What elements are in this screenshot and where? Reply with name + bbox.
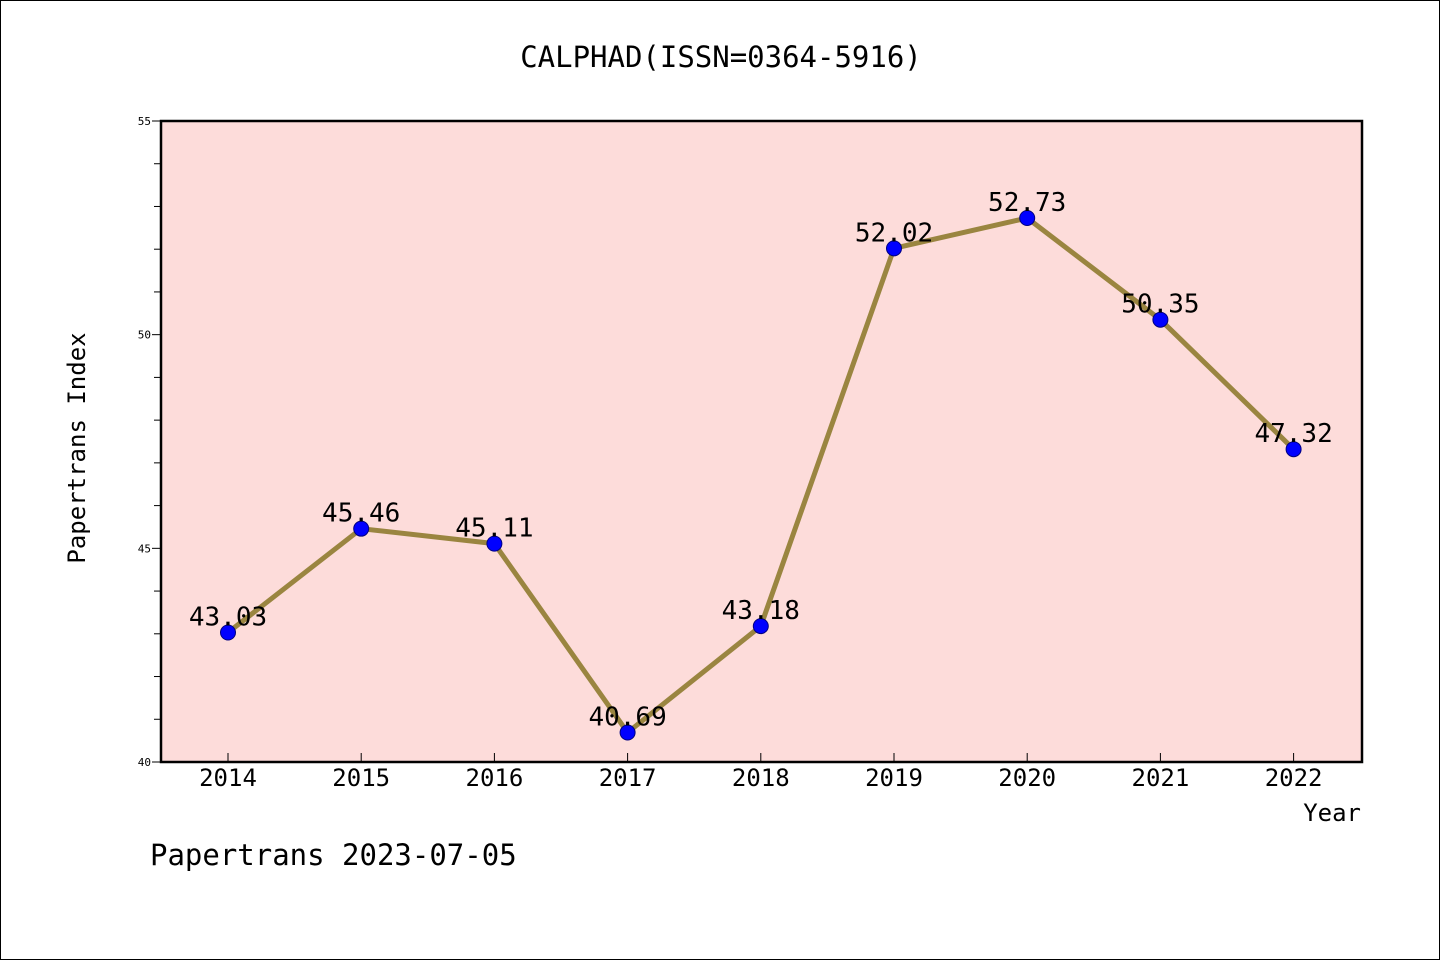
x-tick-label-2020: 2020 xyxy=(998,764,1056,792)
data-label-2014: 43.03 xyxy=(189,603,267,633)
data-point-2022 xyxy=(1285,441,1302,458)
data-point-2014 xyxy=(220,624,236,641)
data-point-2015 xyxy=(353,520,370,537)
footer-date-text: Papertrans 2023-07-05 xyxy=(150,838,517,872)
data-point-2020 xyxy=(1019,210,1036,227)
x-tick-label-2018: 2018 xyxy=(732,764,790,792)
data-labels: 43.03 45.46 45.11 40.69 43.18 52.02 52.73 50.35… xyxy=(189,188,1333,733)
y-axis: 40 45 50 55 xyxy=(138,115,161,769)
y-tick-label-40: 40 xyxy=(138,756,151,769)
x-tick-label-2017: 2017 xyxy=(599,764,657,792)
data-point-2016 xyxy=(486,535,503,552)
data-label-2021: 50.35 xyxy=(1121,290,1199,320)
y-tick-label-55: 55 xyxy=(138,115,151,128)
data-label-2019: 52.02 xyxy=(855,218,933,248)
x-axis: 2014 2015 2016 2017 2018 2019 2020 2021 2022 xyxy=(199,753,1322,792)
chart-title: CALPHAD(ISSN=0364-5916) xyxy=(520,40,922,74)
data-label-2016: 45.11 xyxy=(455,514,533,544)
x-tick-label-2016: 2016 xyxy=(466,764,524,792)
x-axis-title: Year xyxy=(1303,799,1361,827)
x-tick-label-2014: 2014 xyxy=(199,764,257,792)
data-label-2022: 47.32 xyxy=(1254,419,1332,449)
y-tick-label-50: 50 xyxy=(138,329,151,342)
data-label-2020: 52.73 xyxy=(988,188,1066,218)
data-label-2018: 43.18 xyxy=(722,596,800,626)
data-point-2017 xyxy=(619,724,636,741)
series-markers xyxy=(220,210,1302,741)
x-tick-label-2019: 2019 xyxy=(865,764,923,792)
y-axis-title: Papertrans Index xyxy=(63,332,91,563)
data-label-2017: 40.69 xyxy=(588,703,666,733)
data-label-2015: 45.46 xyxy=(322,499,400,529)
data-point-2018 xyxy=(752,618,769,635)
x-tick-label-2022: 2022 xyxy=(1265,764,1323,792)
x-tick-label-2021: 2021 xyxy=(1132,764,1190,792)
plot-area xyxy=(159,119,1364,764)
data-point-2021 xyxy=(1152,311,1169,328)
y-tick-label-45: 45 xyxy=(138,542,151,555)
x-tick-label-2015: 2015 xyxy=(332,764,390,792)
data-point-2019 xyxy=(886,240,902,257)
